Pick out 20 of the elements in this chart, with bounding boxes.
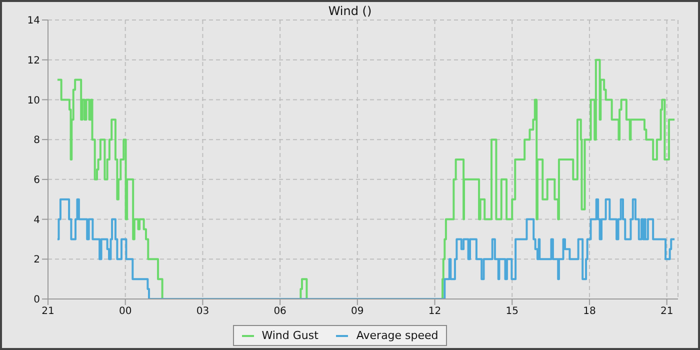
y-tick-label: 12 (27, 55, 40, 66)
y-tick-label: 0 (34, 294, 40, 306)
y-tick-label: 4 (34, 214, 40, 226)
y-tick-label: 14 (27, 16, 40, 27)
x-tick-label: 21 (660, 306, 674, 318)
x-tick-label: 18 (583, 306, 596, 318)
x-tick-label: 00 (118, 306, 132, 318)
x-tick-label: 15 (506, 306, 518, 318)
x-tick-label: 21 (42, 306, 54, 318)
chart-title: Wind () (328, 4, 372, 18)
legend-label: Wind Gust (262, 329, 318, 342)
y-tick-label: 10 (27, 95, 40, 106)
x-tick-label: 09 (351, 306, 364, 318)
x-tick-label: 06 (274, 306, 286, 318)
y-tick-label: 8 (34, 135, 40, 146)
x-tick-label: 03 (196, 306, 210, 318)
legend-label: Average speed (356, 329, 438, 342)
x-tick-label: 12 (428, 306, 442, 318)
y-tick-label: 2 (34, 254, 40, 266)
y-tick-label: 6 (34, 174, 40, 186)
